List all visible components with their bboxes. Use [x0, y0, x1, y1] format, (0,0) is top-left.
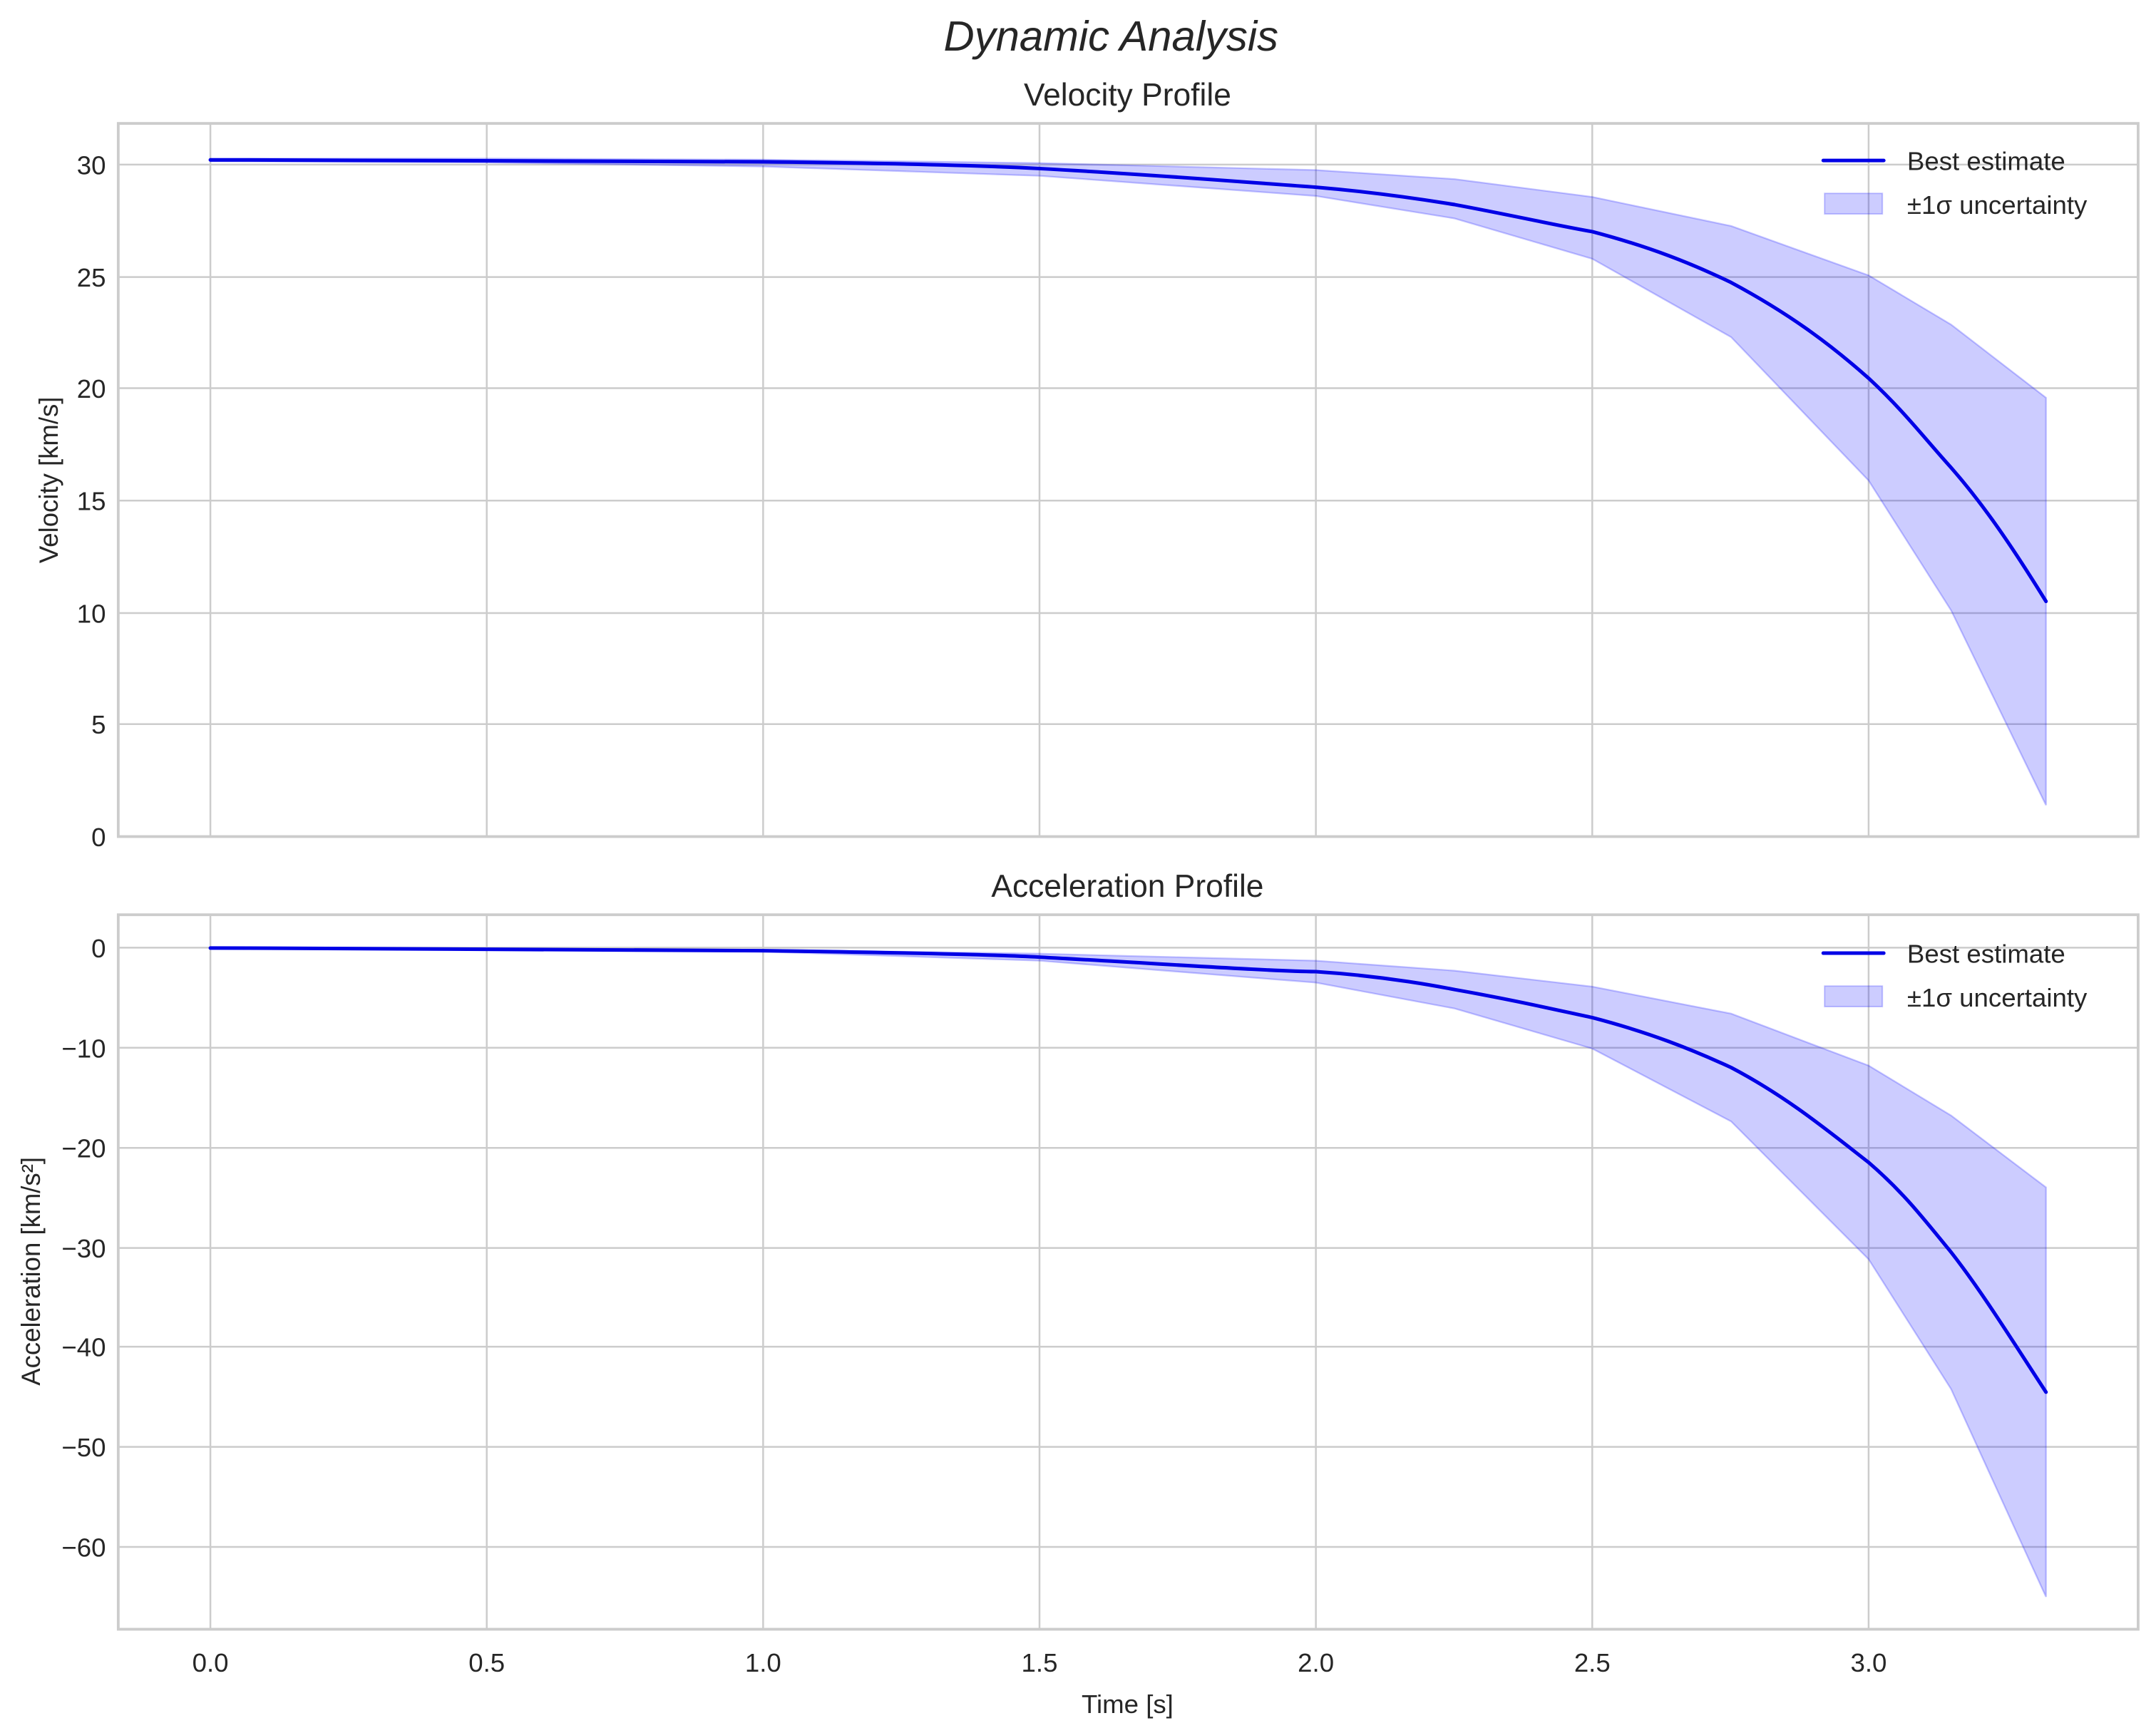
acceleration-xticks: 0.0 0.5 1.0 1.5 2.0 2.5 3.0: [192, 1648, 1887, 1677]
velocity-axes-frame: [116, 122, 2140, 838]
svg-text:0.5: 0.5: [468, 1648, 505, 1677]
velocity-uncertainty-band: [209, 158, 2047, 806]
velocity-grid: [118, 123, 2138, 837]
acceleration-title: Acceleration Profile: [991, 869, 1263, 904]
svg-text:5: 5: [91, 710, 106, 739]
svg-text:20: 20: [77, 374, 106, 403]
velocity-yticks: 30 25 20 15 10 5 0: [77, 150, 106, 852]
svg-text:−10: −10: [61, 1034, 106, 1063]
velocity-ylabel: Velocity [km/s]: [34, 397, 63, 563]
svg-text:3.0: 3.0: [1850, 1648, 1886, 1677]
svg-text:0: 0: [91, 823, 106, 852]
velocity-best-estimate-line: [208, 158, 2048, 604]
legend-label-uncertainty: ±1σ uncertainty: [1907, 190, 2088, 220]
legend-band-swatch: [1824, 985, 1884, 1008]
acceleration-legend: Best estimate ±1σ uncertainty: [1821, 940, 2088, 1012]
legend-label-best-estimate: Best estimate: [1907, 147, 2065, 176]
x-axis-label: Time [s]: [1082, 1690, 1174, 1719]
svg-text:30: 30: [77, 150, 106, 180]
svg-text:−60: −60: [61, 1533, 106, 1563]
legend-band-swatch: [1824, 192, 1884, 215]
legend-label-uncertainty: ±1σ uncertainty: [1907, 983, 2088, 1012]
acceleration-subplot: Acceleration Profile 0 −10 −20 −30 −40: [16, 869, 2140, 1719]
acceleration-best-estimate-line: [208, 946, 2048, 1394]
velocity-legend: Best estimate ±1σ uncertainty: [1821, 147, 2088, 220]
svg-text:1.0: 1.0: [745, 1648, 781, 1677]
velocity-subplot: Velocity Profile 30 25 20 15 10 5 0: [34, 78, 2140, 852]
svg-text:−40: −40: [61, 1333, 106, 1362]
svg-text:25: 25: [77, 263, 106, 292]
svg-text:0.0: 0.0: [192, 1648, 229, 1677]
svg-text:0: 0: [91, 934, 106, 963]
svg-text:2.0: 2.0: [1298, 1648, 1334, 1677]
acceleration-ylabel: Acceleration [km/s²]: [16, 1157, 46, 1386]
svg-text:10: 10: [77, 599, 106, 628]
svg-text:−30: −30: [61, 1234, 106, 1263]
svg-text:−20: −20: [61, 1134, 106, 1163]
acceleration-yticks: 0 −10 −20 −30 −40 −50 −60: [61, 934, 106, 1563]
legend-label-best-estimate: Best estimate: [1907, 940, 2065, 969]
svg-text:15: 15: [77, 487, 106, 516]
velocity-title: Velocity Profile: [1024, 78, 1231, 113]
svg-text:2.5: 2.5: [1574, 1648, 1611, 1677]
acceleration-axes-frame: [116, 913, 2140, 1631]
svg-text:−50: −50: [61, 1433, 106, 1462]
svg-text:1.5: 1.5: [1022, 1648, 1058, 1677]
acceleration-grid: [118, 915, 2138, 1630]
figure-suptitle: Dynamic Analysis: [944, 12, 1279, 60]
acceleration-uncertainty-band: [209, 947, 2047, 1598]
